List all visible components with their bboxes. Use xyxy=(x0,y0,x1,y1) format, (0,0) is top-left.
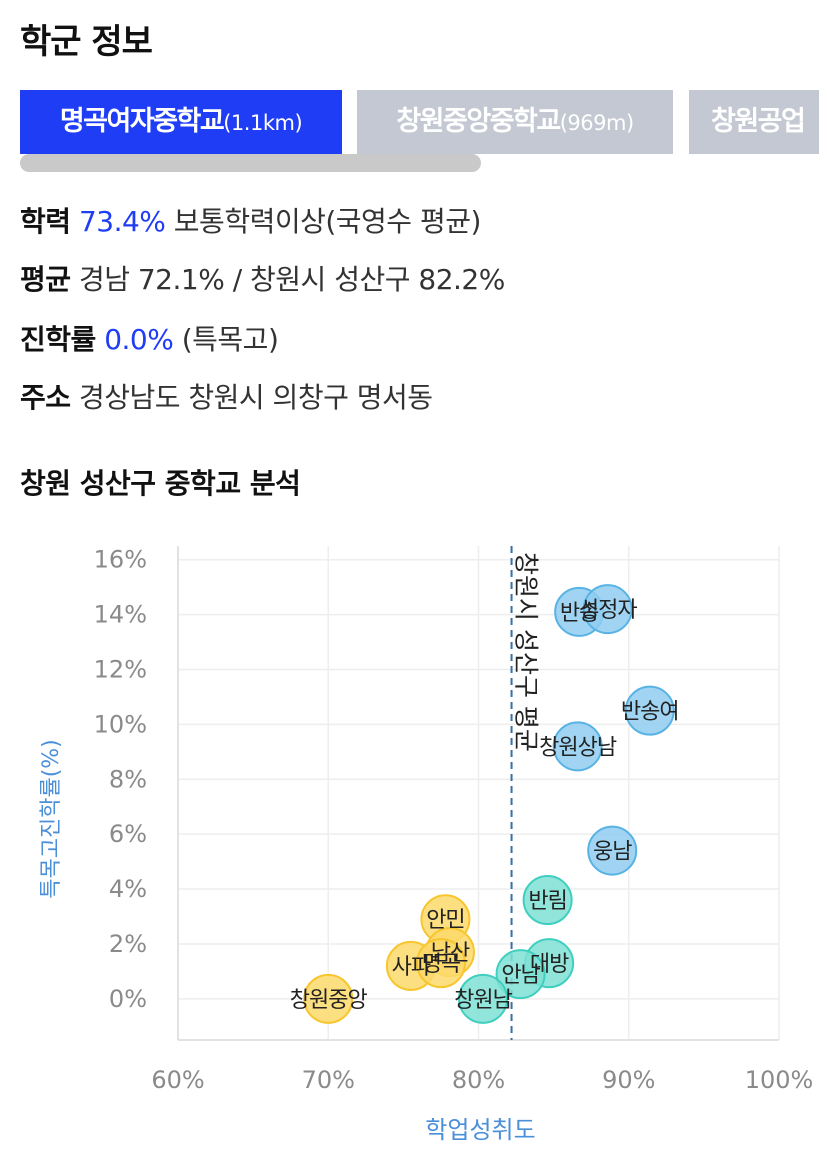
data-point xyxy=(458,973,509,1024)
data-point xyxy=(303,973,354,1024)
tabs-scrollbar[interactable] xyxy=(20,154,481,172)
data-point xyxy=(587,825,638,876)
y-tick-label: 14% xyxy=(94,601,147,629)
info-advance-label: 진학률 xyxy=(20,323,96,356)
info-academic-value: 73.4% xyxy=(78,205,166,238)
info-average-label: 평균 xyxy=(20,263,71,296)
x-tick-label: 70% xyxy=(302,1066,355,1094)
info-advance-text: (특목고) xyxy=(181,323,279,356)
y-tick-label: 12% xyxy=(94,656,147,684)
data-point-label: 안남 xyxy=(501,963,540,988)
data-point-label: 창원중앙 xyxy=(290,988,368,1013)
data-point-label: 남산 xyxy=(431,941,470,966)
tab-distance: (969m) xyxy=(559,111,634,135)
info-address-text: 경상남도 창원시 의창구 명서동 xyxy=(78,381,433,414)
school-tabs: 명곡여자중학교(1.1km) 창원중앙중학교(969m) 창원공업 xyxy=(20,90,819,154)
info-advance: 진학률 0.0% (특목고) xyxy=(20,318,279,358)
y-axis-label: 특목고진학률(%) xyxy=(39,739,64,899)
data-point xyxy=(624,685,675,736)
x-axis-label: 학업성취도 xyxy=(425,1116,535,1144)
tab-label: 창원공업 xyxy=(711,106,806,137)
info-address: 주소 경상남도 창원시 의창구 명서동 xyxy=(20,376,433,416)
chart-points xyxy=(303,584,675,1024)
info-address-label: 주소 xyxy=(20,381,71,414)
data-point xyxy=(522,875,573,926)
y-tick-label: 8% xyxy=(109,765,147,793)
tab-label: 명곡여자중학교 xyxy=(59,106,225,137)
chart-axes: 0% 2% 4% 6% 8% 10% 12% 14% 16% 60% 70% 80% 90% 100% xyxy=(94,546,814,1094)
tab-changwon-technical[interactable]: 창원공업 xyxy=(689,90,819,154)
y-tick-label: 0% xyxy=(109,985,147,1013)
y-tick-label: 16% xyxy=(94,546,147,574)
data-point xyxy=(582,584,633,635)
info-advance-value: 0.0% xyxy=(104,323,174,356)
scatter-chart: 0% 2% 4% 6% 8% 10% 12% 14% 16% 60% 70% 80% 90% 100% 창… xyxy=(39,546,814,1144)
chart-grid xyxy=(178,546,780,1040)
data-point-label: 반림 xyxy=(528,889,566,914)
x-tick-label: 90% xyxy=(602,1066,655,1094)
y-tick-label: 6% xyxy=(109,820,147,848)
data-point-label: 반송 xyxy=(560,601,599,626)
page-title: 학군 정보 xyxy=(20,22,153,62)
data-point-label: 창원상남 xyxy=(539,735,617,760)
reference-line-label: 창원시 성산구 평균 xyxy=(512,552,541,752)
info-academic-label: 학력 xyxy=(20,205,71,238)
data-point-label: 웅남 xyxy=(593,840,632,865)
info-average: 평균 경남 72.1% / 창원시 성산구 82.2% xyxy=(20,258,505,298)
data-point-label: 성정자 xyxy=(579,598,637,623)
data-point-label: 창원남 xyxy=(454,988,512,1013)
tab-distance: (1.1km) xyxy=(223,111,303,135)
tab-label: 창원중앙중학교 xyxy=(396,106,561,137)
info-academic-text: 보통학력이상(국영수 평균) xyxy=(173,205,482,238)
data-point xyxy=(495,949,546,1000)
data-point xyxy=(552,721,603,772)
data-point-label: 명곡 xyxy=(422,952,461,977)
info-academic: 학력 73.4% 보통학력이상(국영수 평균) xyxy=(20,200,481,240)
data-point-label: 대방 xyxy=(530,952,569,977)
x-tick-label: 100% xyxy=(745,1066,814,1094)
section-title: 창원 성산구 중학교 분석 xyxy=(20,467,301,500)
data-point xyxy=(415,938,466,989)
data-point-label: 반송여 xyxy=(621,700,679,725)
y-tick-label: 4% xyxy=(109,875,147,903)
info-average-text: 경남 72.1% / 창원시 성산구 82.2% xyxy=(78,263,505,296)
data-point-label: 사파 xyxy=(392,955,431,980)
y-tick-label: 10% xyxy=(94,710,147,738)
tab-myeonggok-girls-middle[interactable]: 명곡여자중학교(1.1km) xyxy=(20,90,342,154)
y-tick-label: 2% xyxy=(109,930,147,958)
tab-changwon-jungang-middle[interactable]: 창원중앙중학교(969m) xyxy=(357,90,673,154)
x-tick-label: 80% xyxy=(452,1066,505,1094)
x-tick-label: 60% xyxy=(151,1066,204,1094)
data-point-label: 안민 xyxy=(426,908,464,933)
